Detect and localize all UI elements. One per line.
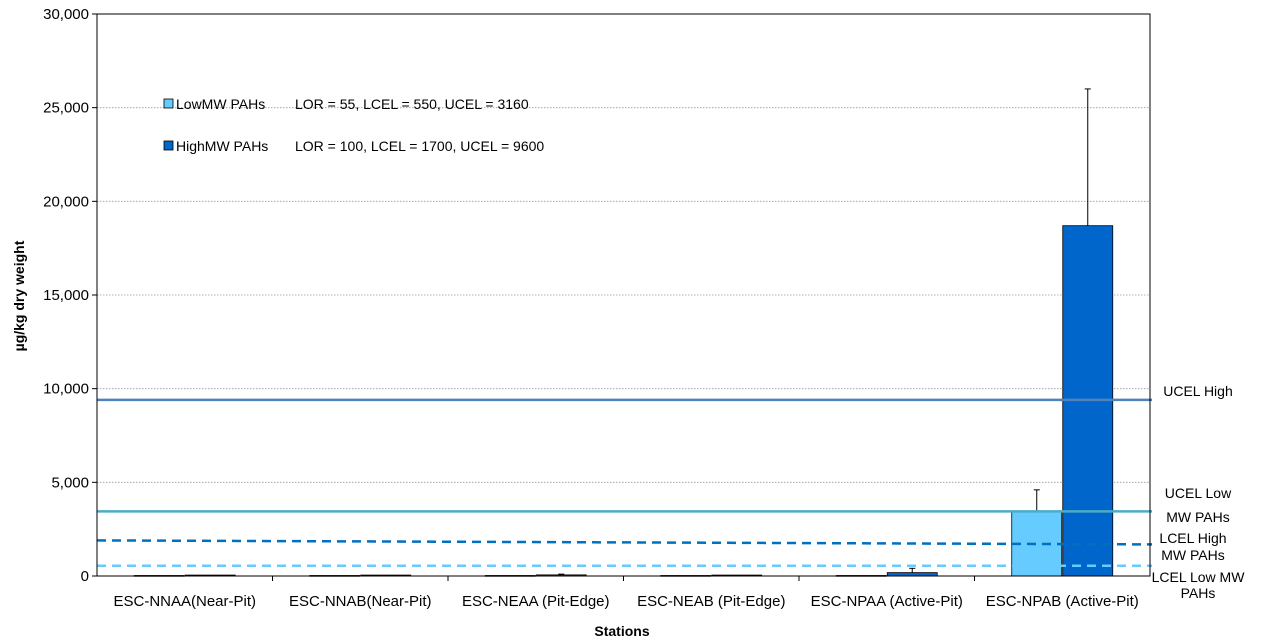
reference-line [96, 539, 1153, 546]
x-tick-label: ESC-NPAB (Active-Pit) [986, 593, 1139, 610]
grid-lines [97, 13, 1150, 483]
reference-line-label-part: MW PAHs [1166, 509, 1230, 525]
legend-swatch [163, 140, 174, 151]
y-tick-label: 0 [81, 568, 89, 585]
reference-line-label: LCEL High MW PAHs [1159, 530, 1226, 563]
legend-swatch [163, 98, 174, 109]
reference-line-label-part: LCEL High [1159, 530, 1226, 546]
legend-label: HighMW PAHs [176, 138, 268, 154]
x-axis-title: Stations [594, 623, 649, 639]
x-tick-label: ESC-NEAB (Pit-Edge) [637, 593, 785, 610]
y-tick-label: 10,000 [43, 381, 89, 398]
legend-note: LOR = 100, LCEL = 1700, UCEL = 9600 [295, 138, 544, 154]
x-tick-labels: ESC-NNAA(Near-Pit) ESC-NNAB(Near-Pit) ESC-… [113, 593, 1138, 610]
error-bars [558, 88, 1091, 575]
x-tick-label: ESC-NPAA (Active-Pit) [811, 593, 963, 610]
axes [92, 13, 1151, 581]
x-tick-label: ESC-NNAA(Near-Pit) [113, 593, 256, 610]
y-tick-label: 15,000 [43, 287, 89, 304]
legend-note: LOR = 55, LCEL = 550, UCEL = 3160 [295, 96, 529, 112]
reference-line-label: UCEL High [1163, 383, 1233, 399]
bar [886, 572, 938, 577]
reference-line-label: UCEL Low MW PAHs [1165, 485, 1232, 525]
reference-line-label: LCEL Low MW PAHs [1152, 569, 1246, 601]
legend-label: LowMW PAHs [176, 96, 265, 112]
x-tick-label: ESC-NEAA (Pit-Edge) [462, 593, 610, 610]
reference-line-label-part: MW PAHs [1161, 547, 1225, 563]
reference-line-label-part: UCEL Low [1165, 485, 1232, 501]
y-tick-label: 5,000 [51, 474, 89, 491]
reference-line-label-part: UCEL High [1163, 383, 1233, 399]
y-tick-label: 30,000 [43, 6, 89, 23]
reference-line-label-part: PAHs [1181, 585, 1216, 601]
y-tick-labels: 0 5,000 10,000 15,000 20,000 25,000 30,000 [43, 6, 89, 585]
y-tick-label: 20,000 [43, 193, 89, 210]
reference-line-label-part: LCEL Low MW [1152, 569, 1246, 585]
legend: LowMW PAHs LOR = 55, LCEL = 550, UCEL = 3… [163, 96, 544, 154]
y-axis-title: µg/kg dry weight [11, 240, 27, 351]
x-tick-label: ESC-NNAB(Near-Pit) [289, 593, 432, 610]
y-tick-label: 25,000 [43, 100, 89, 117]
